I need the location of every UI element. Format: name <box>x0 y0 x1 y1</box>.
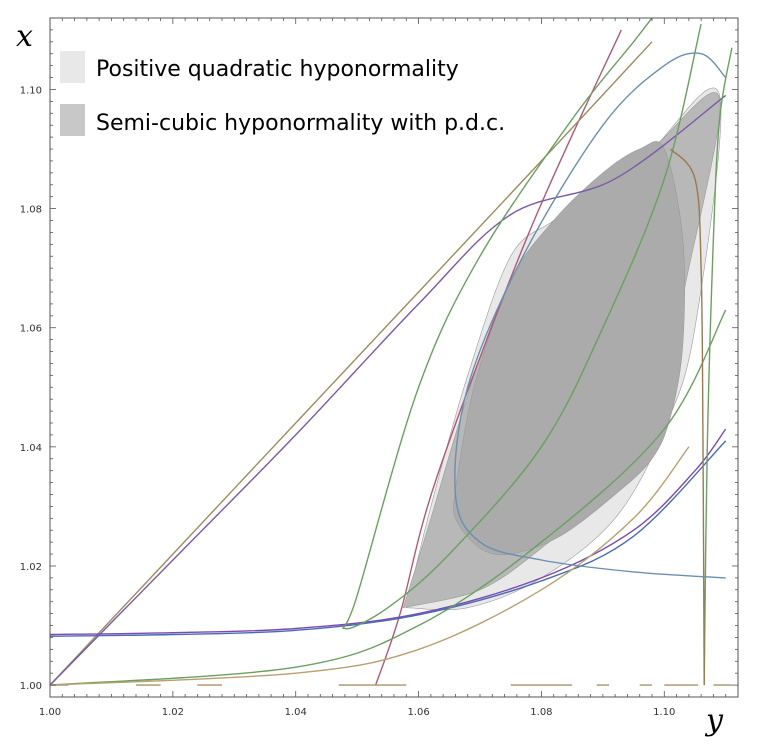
curve-green-right <box>49 309 727 686</box>
legend-swatch-semicubic <box>60 104 85 136</box>
curve-bottom-purple <box>49 428 727 636</box>
x-tick-label: 1.06 <box>407 707 429 718</box>
legend-swatch-quadratic <box>60 51 85 83</box>
x-tick-label: 1.10 <box>653 707 675 718</box>
curve-bottom-blue <box>49 440 727 637</box>
x-tick-label: 1.04 <box>285 707 307 718</box>
x-axis-variable-label: y <box>704 703 724 738</box>
axis-ticks: 1.00 1.02 1.04 1.06 1.08 1.10 1.00 1.02 1.04 1.06… <box>20 17 739 718</box>
y-axis-variable-label: x <box>16 19 33 54</box>
curve-olive-lower <box>49 446 690 686</box>
curve-olive-right <box>669 148 705 686</box>
region-inner-lobe <box>453 141 685 556</box>
curve-green-loop <box>342 17 702 630</box>
curve-red-line <box>374 29 622 686</box>
legend: Positive quadratic hyponormality Semi-cu… <box>60 51 505 136</box>
y-tick-label: 1.04 <box>20 443 42 454</box>
legend-label-semicubic: Semi-cubic hyponormality with p.d.c. <box>96 111 505 136</box>
x-tick-label: 1.02 <box>162 707 184 718</box>
curves-layer <box>49 17 733 686</box>
y-tick-label: 1.10 <box>20 85 42 96</box>
y-tick-label: 1.08 <box>20 205 42 216</box>
legend-label-quadratic: Positive quadratic hyponormality <box>96 57 459 82</box>
x-tick-label: 1.08 <box>530 707 552 718</box>
y-tick-label: 1.00 <box>20 681 42 692</box>
x-tick-label: 1.00 <box>39 707 61 718</box>
curve-green-edge <box>703 47 733 686</box>
y-tick-label: 1.06 <box>20 324 42 335</box>
y-tick-label: 1.02 <box>20 562 42 573</box>
curve-diagonal-purple <box>49 94 727 686</box>
curve-blue-loop <box>454 52 727 579</box>
regions-layer <box>402 87 722 611</box>
